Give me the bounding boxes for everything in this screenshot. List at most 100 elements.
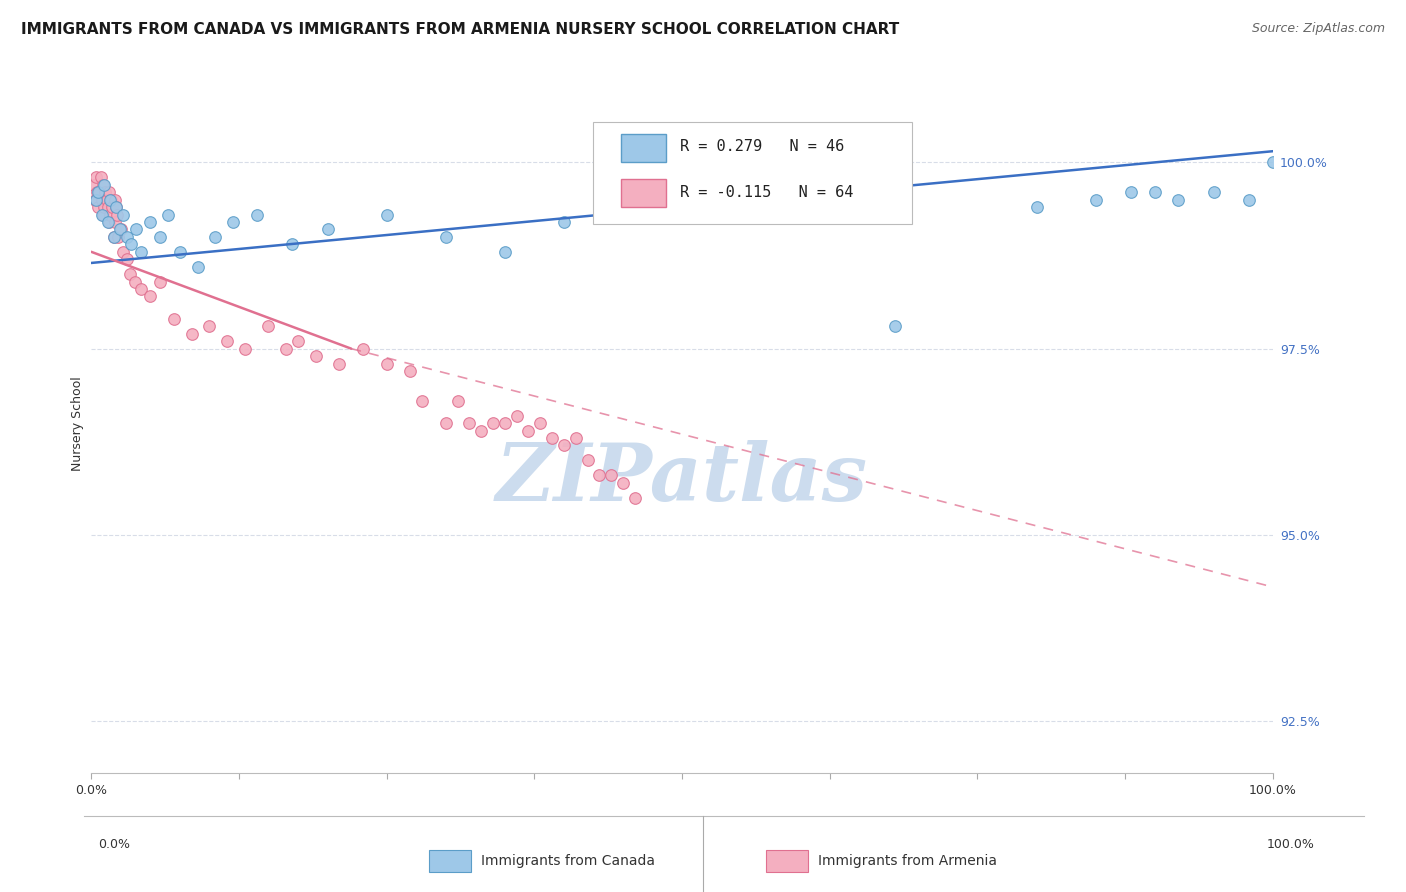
Point xyxy=(91,208,114,222)
Point xyxy=(517,424,540,438)
Point xyxy=(87,200,110,214)
Point xyxy=(494,244,516,259)
Point xyxy=(470,424,492,438)
Point xyxy=(641,185,664,199)
Text: 100.0%: 100.0% xyxy=(1267,838,1315,852)
Point xyxy=(652,200,675,214)
Point xyxy=(612,475,634,490)
Point xyxy=(104,215,127,229)
Point xyxy=(112,208,135,222)
Point xyxy=(233,342,256,356)
Point xyxy=(120,267,142,281)
Point xyxy=(606,200,628,214)
Point xyxy=(204,230,226,244)
Point xyxy=(89,185,111,199)
Point xyxy=(789,185,811,199)
Point xyxy=(93,200,115,214)
Point xyxy=(186,260,208,274)
Point xyxy=(84,170,107,185)
Point xyxy=(139,289,162,303)
Point xyxy=(139,215,162,229)
Point xyxy=(91,178,114,192)
Point xyxy=(129,282,152,296)
Point xyxy=(124,275,146,289)
Point xyxy=(169,244,191,259)
Point xyxy=(100,193,122,207)
Point xyxy=(576,453,599,467)
Point xyxy=(375,357,398,371)
Point xyxy=(90,170,112,185)
Point xyxy=(112,244,135,259)
Point xyxy=(90,208,112,222)
Y-axis label: Nursery School: Nursery School xyxy=(72,376,84,470)
Point xyxy=(541,431,564,445)
Point xyxy=(107,230,129,244)
Point xyxy=(529,416,551,430)
Point xyxy=(96,193,118,207)
Point xyxy=(305,349,328,363)
Point xyxy=(217,334,239,348)
Point xyxy=(1143,185,1166,199)
Point xyxy=(104,193,127,207)
Point xyxy=(156,208,179,222)
Point xyxy=(1167,193,1189,207)
Bar xyxy=(620,134,665,162)
Point xyxy=(375,208,398,222)
Point xyxy=(287,334,309,348)
Point xyxy=(115,252,138,267)
Point xyxy=(86,185,108,199)
Point xyxy=(83,193,105,207)
Point xyxy=(883,319,905,334)
Point xyxy=(1261,155,1284,169)
Point xyxy=(105,208,128,222)
FancyBboxPatch shape xyxy=(593,122,912,224)
Point xyxy=(110,222,132,236)
Point xyxy=(98,193,121,207)
Point xyxy=(103,230,125,244)
Point xyxy=(553,438,575,452)
Bar xyxy=(620,179,665,208)
Point xyxy=(84,193,107,207)
Point xyxy=(129,244,152,259)
Text: R = -0.115   N = 64: R = -0.115 N = 64 xyxy=(679,185,853,200)
Point xyxy=(1025,200,1047,214)
Point xyxy=(352,342,374,356)
Point xyxy=(257,319,280,334)
Point xyxy=(399,364,422,378)
Point xyxy=(553,215,575,229)
Point xyxy=(411,393,433,408)
Point xyxy=(623,491,645,505)
Point xyxy=(482,416,505,430)
Point xyxy=(97,200,120,214)
Point xyxy=(730,193,752,207)
Point xyxy=(105,200,128,214)
Point xyxy=(98,208,121,222)
Text: 0.0%: 0.0% xyxy=(98,838,131,852)
Text: Source: ZipAtlas.com: Source: ZipAtlas.com xyxy=(1251,22,1385,36)
Point xyxy=(276,342,298,356)
Text: IMMIGRANTS FROM CANADA VS IMMIGRANTS FROM ARMENIA NURSERY SCHOOL CORRELATION CHA: IMMIGRANTS FROM CANADA VS IMMIGRANTS FRO… xyxy=(21,22,900,37)
Point xyxy=(494,416,516,430)
Point xyxy=(97,215,120,229)
Point xyxy=(103,230,125,244)
Point xyxy=(198,319,221,334)
Point xyxy=(246,208,269,222)
Point xyxy=(588,468,610,483)
Point xyxy=(222,215,245,229)
Point xyxy=(93,178,115,192)
Point xyxy=(434,416,457,430)
Point xyxy=(617,193,640,207)
Point xyxy=(328,357,350,371)
Point xyxy=(115,230,138,244)
Point xyxy=(316,222,339,236)
Point xyxy=(180,326,202,341)
Point xyxy=(101,200,124,214)
Point xyxy=(120,237,142,252)
Text: Immigrants from Canada: Immigrants from Canada xyxy=(481,854,655,868)
Point xyxy=(94,185,117,199)
Text: R = 0.279   N = 46: R = 0.279 N = 46 xyxy=(679,139,844,154)
Point xyxy=(163,311,186,326)
Point xyxy=(281,237,304,252)
Point xyxy=(434,230,457,244)
Point xyxy=(1239,193,1261,207)
